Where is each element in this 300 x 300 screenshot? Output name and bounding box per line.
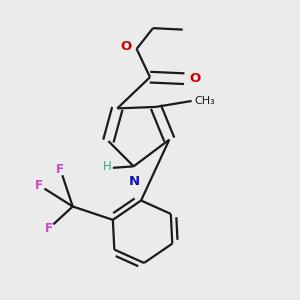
- Text: O: O: [120, 40, 131, 53]
- Text: F: F: [45, 222, 52, 235]
- Text: N: N: [129, 175, 140, 188]
- Text: F: F: [56, 163, 64, 176]
- Text: H: H: [103, 160, 112, 173]
- Text: F: F: [35, 178, 43, 192]
- Text: CH₃: CH₃: [194, 96, 215, 106]
- Text: O: O: [190, 72, 201, 85]
